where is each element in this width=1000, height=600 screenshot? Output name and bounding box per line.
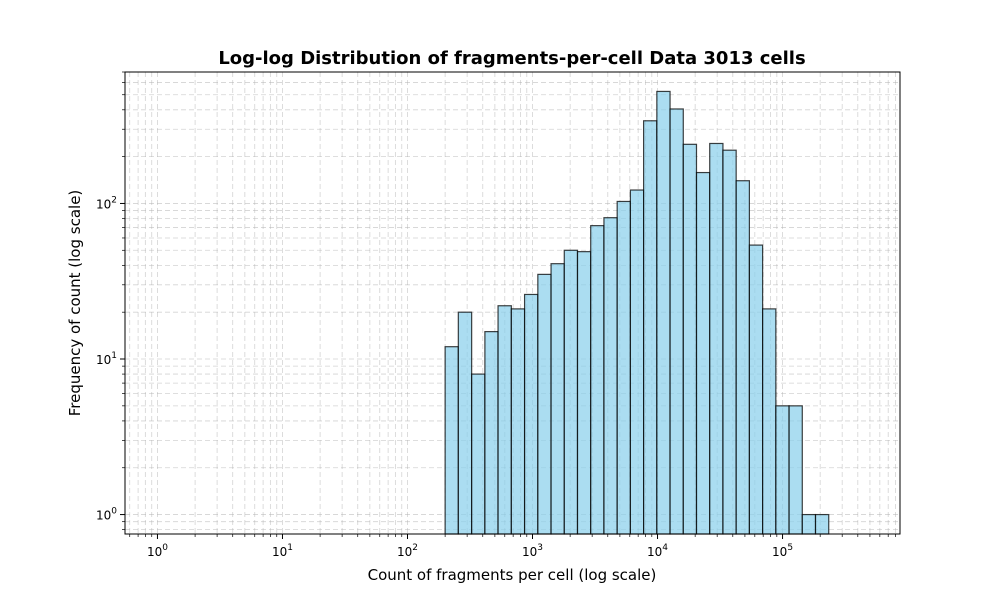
histogram-bar [550, 263, 565, 535]
histogram-bar [814, 513, 830, 535]
plot-frame [124, 71, 901, 535]
histogram-bar [629, 189, 645, 535]
histogram-bar [523, 293, 539, 535]
grid-layer [125, 71, 900, 534]
histogram-bar [457, 311, 473, 535]
histogram-bar [762, 308, 777, 535]
histogram-bar [497, 305, 512, 535]
histogram-bar [709, 142, 724, 535]
histogram-bar [510, 308, 526, 535]
x-tick-label: 105 [772, 543, 793, 559]
ticks-layer: 100 101 102 103 104 105 100 101 102 [96, 71, 896, 559]
x-tick-label: 100 [147, 543, 168, 559]
histogram-bar [471, 373, 486, 535]
histogram-bar [669, 108, 684, 535]
bars-layer [444, 90, 830, 535]
x-tick-label: 103 [522, 543, 543, 559]
histogram-bar [801, 513, 817, 535]
chart-title: Log-log Distribution of fragments-per-ce… [218, 48, 805, 69]
histogram-bar [603, 217, 618, 535]
histogram-bar [775, 405, 790, 535]
histogram-bar [444, 346, 459, 535]
histogram-bar [643, 120, 658, 535]
histogram-bar [682, 143, 698, 535]
histogram-bar [616, 200, 631, 535]
x-axis-label: Count of fragments per cell (log scale) [368, 566, 657, 584]
histogram-bar [735, 180, 750, 535]
x-tick-label: 104 [647, 543, 668, 559]
histogram-bar [537, 273, 552, 535]
histogram-bar [590, 225, 605, 535]
histogram-bar [748, 244, 764, 535]
x-tick-label: 102 [397, 543, 418, 559]
histogram-bar [695, 171, 711, 535]
y-tick-label: 101 [96, 351, 117, 367]
x-tick-label: 101 [272, 543, 293, 559]
histogram-bar [563, 249, 579, 535]
histogram-bar [484, 331, 499, 535]
histogram-bar [576, 251, 592, 535]
y-axis-label: Frequency of count (log scale) [66, 190, 84, 417]
histogram-bar [656, 90, 671, 535]
histogram-bar [788, 405, 803, 535]
histogram-bar [722, 149, 737, 535]
y-tick-label: 102 [96, 195, 117, 211]
y-tick-label: 100 [96, 507, 117, 523]
